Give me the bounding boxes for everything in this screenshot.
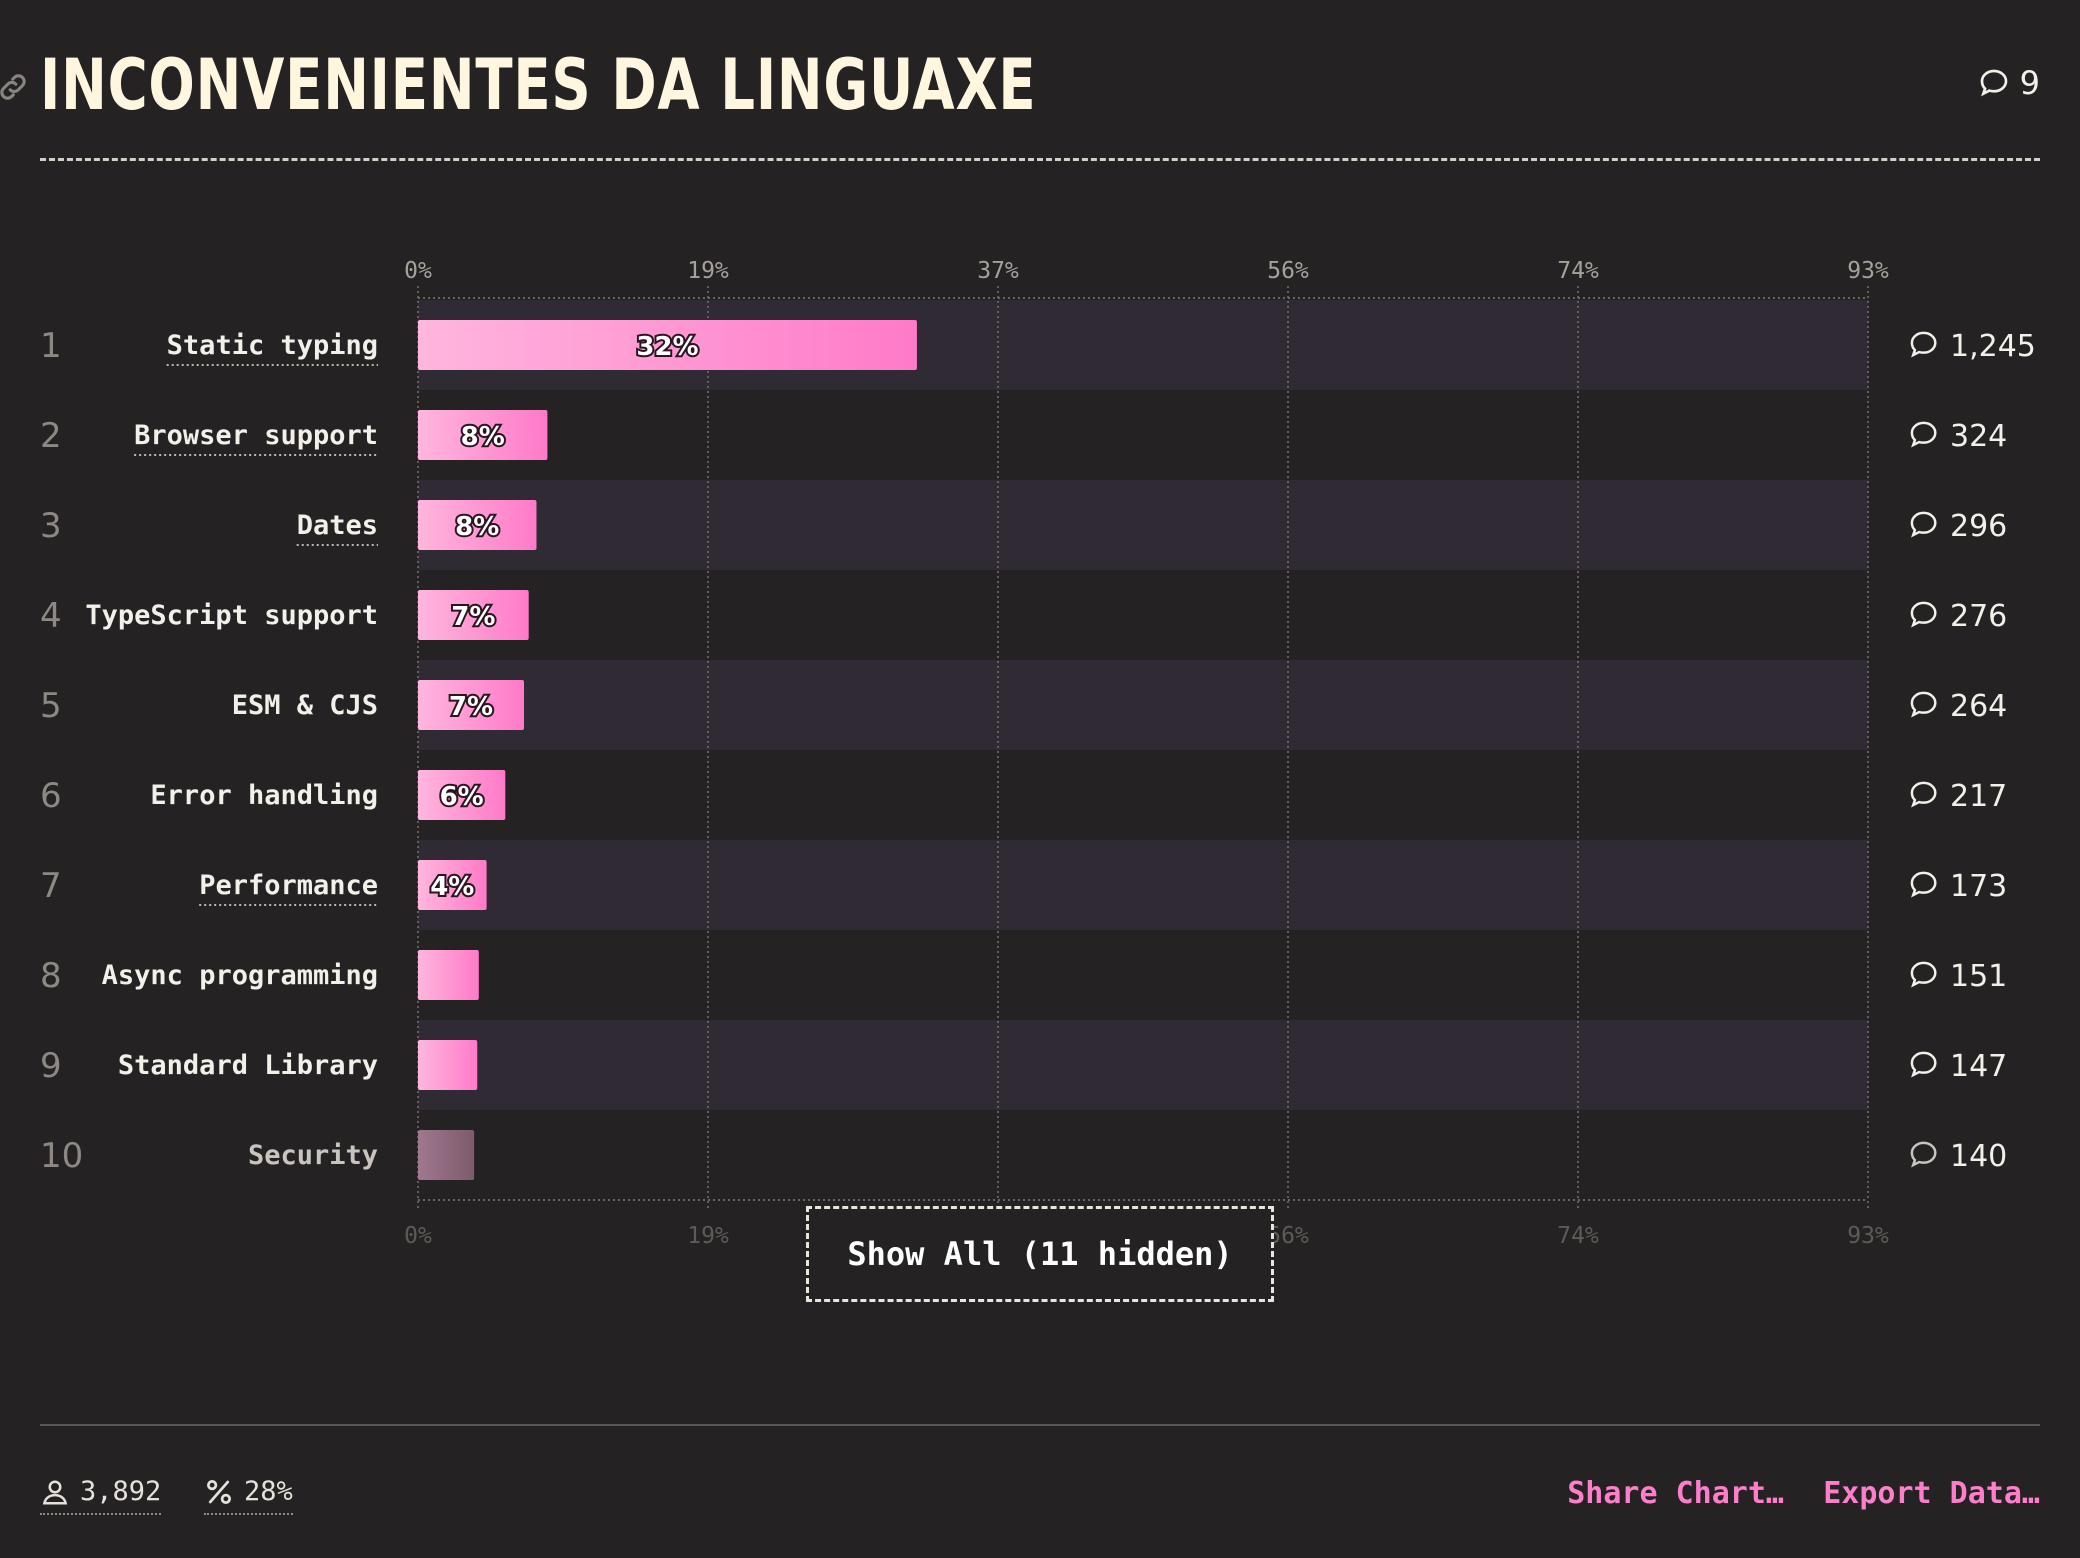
bar-value-label: 6%: [440, 782, 484, 812]
chart-footer: 3,892 28% Share Chart… Export Data…: [40, 1424, 2040, 1526]
comment-count[interactable]: 173: [1950, 869, 2007, 904]
percentage-value: 28%: [244, 1476, 293, 1507]
x-tick-label: 19%: [687, 258, 729, 284]
category-label[interactable]: Static typing: [167, 330, 378, 361]
x-tick-label: 74%: [1557, 258, 1599, 284]
comment-count[interactable]: 147: [1950, 1049, 2007, 1084]
comment-icon: [1910, 1141, 1937, 1168]
bar[interactable]: [418, 320, 917, 370]
link-icon[interactable]: [0, 70, 30, 104]
category-label[interactable]: Performance: [199, 870, 378, 901]
bar[interactable]: [418, 680, 525, 730]
bars: [418, 320, 917, 1180]
rank-label: 9: [40, 1046, 62, 1086]
x-tick-label-bottom: 19%: [687, 1223, 729, 1249]
rank-label: 7: [40, 866, 62, 906]
comment-count[interactable]: 324: [1950, 419, 2007, 454]
respondents-count: 3,892: [80, 1476, 162, 1507]
row-background: [418, 480, 1868, 570]
x-tick-label-bottom: 93%: [1847, 1223, 1889, 1249]
bar[interactable]: [418, 590, 529, 640]
export-data-link[interactable]: Export Data…: [1823, 1476, 2040, 1511]
category-label[interactable]: Error handling: [150, 780, 378, 811]
bar[interactable]: [418, 1040, 478, 1090]
comment-icon: [1910, 691, 1937, 718]
comment-count[interactable]: 151: [1950, 959, 2007, 994]
comment-count[interactable]: 276: [1950, 599, 2007, 634]
comment-count[interactable]: 217: [1950, 779, 2007, 814]
labels: 0%0%19%19%37%37%56%56%74%74%93%93%32%1St…: [40, 258, 2036, 1249]
bar[interactable]: [418, 500, 537, 550]
x-tick-label-bottom: 56%: [1267, 1223, 1309, 1249]
row-background: [418, 1020, 1868, 1110]
comment-count[interactable]: 140: [1950, 1139, 2007, 1174]
bar-value-label: 4%: [430, 872, 474, 902]
bar-value-label: 7%: [449, 692, 493, 722]
header-comment-count[interactable]: 9: [1978, 64, 2040, 102]
row-backgrounds: [418, 300, 1868, 1110]
category-label[interactable]: Security: [248, 1140, 378, 1171]
comment-icon: [1910, 511, 1937, 538]
rank-label: 8: [40, 956, 62, 996]
comment-icon: [1910, 781, 1937, 808]
chart-header: INCONVENIENTES DA LINGUAXE 9: [0, 0, 2040, 161]
share-chart-link[interactable]: Share Chart…: [1567, 1476, 1784, 1511]
comment-icon: [1980, 69, 2007, 97]
rank-label: 10: [40, 1136, 83, 1176]
comment-icon: [1910, 961, 1937, 988]
row-background: [418, 660, 1868, 750]
bar[interactable]: [418, 950, 479, 1000]
show-all-button[interactable]: Show All (11 hidden): [806, 1206, 1274, 1302]
comment-icon: [1910, 601, 1937, 628]
x-tick-label: 37%: [977, 258, 1019, 284]
bar-value-label: 7%: [451, 602, 495, 632]
comment-icon: [1910, 1051, 1937, 1078]
rank-label: 6: [40, 776, 62, 816]
category-label[interactable]: Standard Library: [118, 1050, 378, 1081]
row-background: [418, 840, 1868, 930]
x-tick-label-bottom: 0%: [404, 1223, 432, 1249]
category-label[interactable]: ESM & CJS: [232, 690, 378, 721]
header-comment-count-value: 9: [2019, 64, 2040, 102]
user-icon: [42, 1480, 68, 1504]
comment-icon: [1910, 421, 1937, 448]
x-tick-label: 0%: [404, 258, 432, 284]
rank-label: 5: [40, 686, 62, 726]
bar-chart: 0%0%19%19%37%37%56%56%74%74%93%93%32%1St…: [40, 258, 2036, 1249]
rank-label: 3: [40, 506, 62, 546]
comment-count[interactable]: 264: [1950, 689, 2007, 724]
bar-value-label: 32%: [636, 332, 698, 362]
comment-icon: [1910, 871, 1937, 898]
x-tick-label: 56%: [1267, 258, 1309, 284]
percentage-stat[interactable]: 28%: [204, 1476, 293, 1515]
bar-value-label: 8%: [455, 512, 499, 542]
bar[interactable]: [418, 410, 548, 460]
rank-label: 4: [40, 596, 62, 636]
category-label[interactable]: Dates: [297, 510, 378, 541]
category-label[interactable]: Browser support: [134, 420, 378, 451]
percent-icon: [207, 1479, 231, 1504]
rank-label: 1: [40, 326, 62, 366]
page-title: INCONVENIENTES DA LINGUAXE: [40, 44, 1037, 126]
comment-count[interactable]: 1,245: [1950, 329, 2036, 364]
x-tick-label: 93%: [1847, 258, 1889, 284]
comment-count[interactable]: 296: [1950, 509, 2007, 544]
comment-icon: [1910, 331, 1937, 358]
bar[interactable]: [418, 860, 487, 910]
category-label[interactable]: Async programming: [102, 960, 378, 991]
x-tick-label-bottom: 74%: [1557, 1223, 1599, 1249]
bar[interactable]: [418, 770, 506, 820]
bar[interactable]: [418, 1130, 475, 1180]
bar-value-label: 8%: [461, 422, 505, 452]
category-label[interactable]: TypeScript support: [85, 600, 378, 631]
rank-label: 2: [40, 416, 62, 456]
respondents-stat[interactable]: 3,892: [40, 1476, 162, 1515]
